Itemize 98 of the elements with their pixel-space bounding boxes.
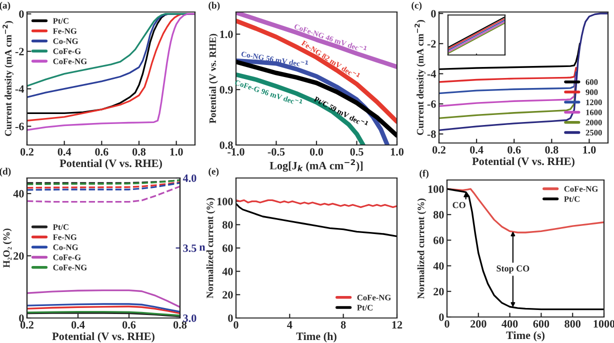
- y-tick-label: -6: [427, 100, 436, 108]
- y-axis-title: Potential (V vs. RHE): [209, 34, 218, 124]
- x-axis-title: Potential (V vs. RHE): [60, 159, 162, 170]
- legend-label: Co-NG: [53, 244, 78, 250]
- x-tick-label: 0.4: [71, 321, 85, 329]
- x-tick-label: 1.0: [583, 146, 596, 154]
- x-tick-label: 0.5: [350, 148, 364, 156]
- y-tick-label: 20: [14, 252, 24, 260]
- y-tick-label: -2: [15, 48, 24, 56]
- x-tick-label: 800: [564, 320, 581, 328]
- x-tick-label: 0.8: [132, 148, 146, 156]
- x-tick-label: 1.0: [170, 148, 183, 156]
- x-tick-label: 0: [234, 321, 238, 329]
- y-tick-label: 0: [19, 10, 24, 18]
- legend-label: Pt/C: [52, 18, 68, 24]
- legend-label: 1200: [586, 100, 602, 106]
- x-tick-label: -0.5: [268, 148, 285, 156]
- legend-label: CoFe-NG: [357, 294, 391, 300]
- legend-label: CoFe-G: [53, 254, 81, 260]
- y-tick-label: 1.0: [220, 30, 233, 38]
- y-tick-label: 0: [19, 314, 24, 322]
- x-tick-label: 0.2: [432, 146, 446, 154]
- chart-title: (a): [0, 2, 10, 11]
- y-tick-label: 20: [222, 291, 233, 299]
- y-tick-label: 80: [433, 211, 444, 219]
- x-tick-label: 0.0: [310, 148, 324, 156]
- y2-tick-label: 3.0: [183, 314, 196, 322]
- legend-label: Co-NG: [53, 38, 78, 44]
- y-tick-label: 0: [228, 314, 233, 322]
- y-tick-label: -8: [427, 130, 436, 138]
- legend-label: CoFe-NG: [53, 264, 87, 270]
- y-tick-label: -6: [15, 122, 24, 130]
- x-tick-label: 600: [533, 320, 550, 328]
- y2-axis-title: n: [199, 245, 206, 251]
- x-axis-title: Time (s): [506, 331, 545, 342]
- legend-label: Pt/C: [564, 196, 580, 202]
- annotation: Stop CO: [496, 265, 530, 274]
- legend-label: 900: [586, 89, 598, 96]
- chart-title: (d): [0, 168, 11, 177]
- y-tick-label: 0: [431, 10, 436, 18]
- x-tick-label: 0.6: [95, 148, 108, 156]
- legend-label: 2000: [586, 120, 602, 126]
- y-tick-label: 40: [13, 190, 24, 198]
- y-tick-label: -4: [15, 85, 24, 93]
- x-tick-label: 4: [287, 321, 292, 328]
- y-tick-label: -4: [427, 70, 436, 78]
- y-tick-label: 0: [439, 313, 444, 321]
- x-tick-label: 400: [502, 320, 518, 328]
- x-axis-title: Potential (V vs. RHE): [472, 157, 574, 168]
- y-tick-label: 100: [428, 185, 444, 193]
- x-tick-label: 0.4: [58, 148, 72, 156]
- chart-title: (e): [208, 168, 219, 177]
- x-axis-title: Potential (V vs. RHE): [52, 332, 154, 342]
- x-tick-label: 0.2: [20, 321, 34, 329]
- chart-title: (f): [420, 170, 429, 179]
- legend-label: Fe-NG: [52, 234, 77, 240]
- x-tick-label: 0.6: [508, 146, 521, 154]
- x-axis-title: Time (h): [296, 332, 336, 342]
- y-tick-label: -2: [427, 40, 436, 48]
- chart-title: (c): [412, 2, 422, 11]
- y-axis-title: Normalized current (%): [417, 198, 426, 299]
- x-tick-label: 0.8: [173, 321, 187, 329]
- x-tick-label: 0: [444, 320, 450, 328]
- legend-label: Pt/C: [52, 224, 68, 230]
- y2-tick-label: 4.0: [182, 174, 196, 182]
- y-tick-label: 60: [433, 236, 444, 244]
- legend-label: 2500: [586, 130, 602, 136]
- y-axis-title: Current density (mA cm$^{−2}$): [414, 20, 426, 135]
- y-axis-title: Current density (mA cm$^{−2}$): [2, 21, 14, 136]
- y-axis-title: Normalized current (%): [206, 198, 216, 298]
- legend-label: 1600: [586, 110, 602, 116]
- legend-label: Pt/C: [357, 304, 372, 310]
- x-tick-label: -1.0: [228, 148, 244, 156]
- y2-tick-label: 3.5: [183, 244, 196, 252]
- y-tick-label: 100: [217, 198, 233, 206]
- x-tick-label: 200: [470, 320, 486, 328]
- legend-label: CoFe-NG: [564, 186, 598, 192]
- legend-label: Fe-NG: [52, 28, 77, 34]
- y-axis-title: H₂O₂ (%): [2, 228, 12, 268]
- y-tick-label: 40: [222, 268, 233, 276]
- y-tick-label: 80: [222, 221, 233, 229]
- x-tick-label: 8: [340, 321, 346, 329]
- annotation: CO: [452, 202, 466, 208]
- chart-title: (b): [208, 2, 220, 11]
- x-tick-label: 0.4: [470, 146, 484, 154]
- x-axis-title: Log[J$_{k}$ (mA cm$^{−2}$)]: [270, 159, 363, 172]
- legend-label: CoFe-NG: [53, 58, 87, 64]
- x-tick-label: 0.8: [545, 146, 558, 154]
- x-tick-label: 1.0: [390, 148, 404, 156]
- x-tick-label: 12: [392, 321, 402, 328]
- y-tick-label: 0.9: [220, 86, 233, 94]
- x-tick-label: 0.6: [122, 321, 136, 329]
- y-tick-label: 40: [433, 262, 444, 270]
- y-tick-label: 20: [434, 288, 444, 296]
- y-tick-label: 60: [222, 244, 233, 252]
- legend-label: 600: [586, 79, 598, 85]
- legend-label: CoFe-G: [53, 48, 81, 54]
- x-tick-label: 0.2: [20, 148, 34, 156]
